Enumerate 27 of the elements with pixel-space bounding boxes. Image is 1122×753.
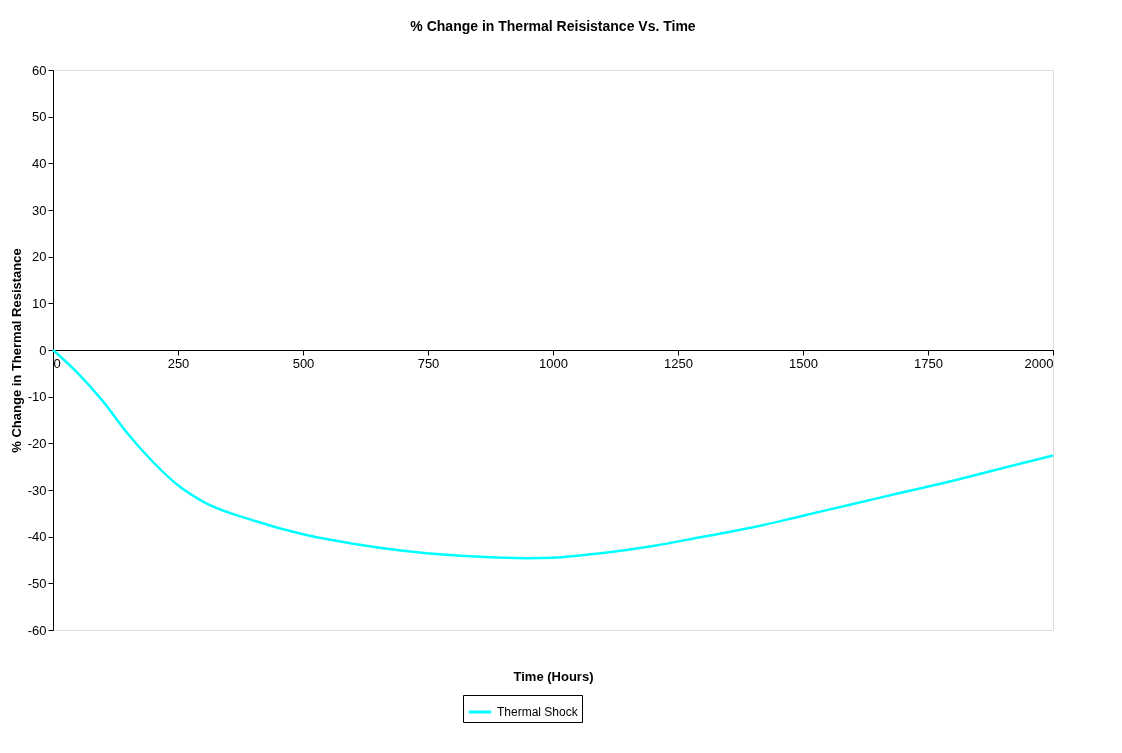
y-tick-label: -40 bbox=[27, 529, 47, 545]
y-tick-label: 10 bbox=[32, 295, 47, 311]
line-series bbox=[51, 348, 1055, 560]
y-tick-label: -50 bbox=[27, 575, 47, 591]
x-tick-label: 1000 bbox=[539, 355, 568, 371]
x-tick-label: 250 bbox=[167, 355, 190, 371]
y-tick-label: 0 bbox=[39, 342, 47, 358]
y-tick-label: -10 bbox=[27, 389, 47, 405]
x-tick-label: 2000 bbox=[1024, 355, 1054, 371]
chart-title: % Change in Thermal Reisistance Vs. Time bbox=[410, 18, 696, 34]
x-tick-label: 1250 bbox=[664, 355, 693, 371]
y-tick-label: 30 bbox=[32, 202, 47, 218]
x-axis-title: Time (Hours) bbox=[513, 668, 594, 684]
x-tick-label: 1750 bbox=[914, 355, 943, 371]
y-tick-label: -30 bbox=[27, 482, 47, 498]
y-axis-title: % Change in Thermal Resistance bbox=[8, 248, 24, 453]
legend-label: Thermal Shock bbox=[497, 705, 579, 719]
x-tick-label: 500 bbox=[292, 355, 315, 371]
x-tick-label: 750 bbox=[417, 355, 440, 371]
x-tick-label: 1500 bbox=[789, 355, 818, 371]
y-tick-label: -60 bbox=[27, 622, 47, 638]
y-tick-label: -20 bbox=[27, 435, 47, 451]
y-tick-label: 40 bbox=[32, 155, 47, 171]
y-tick-label: 50 bbox=[32, 109, 47, 125]
x-tick-label: 0 bbox=[53, 355, 61, 371]
y-tick-label: 60 bbox=[32, 62, 47, 78]
y-tick-label: 20 bbox=[32, 249, 47, 265]
